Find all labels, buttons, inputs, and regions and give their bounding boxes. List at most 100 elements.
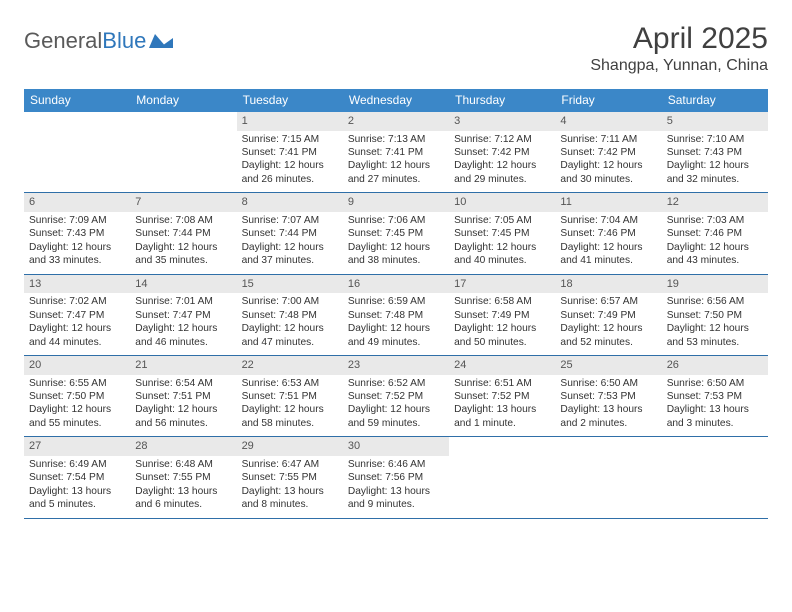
day-cell: 7Sunrise: 7:08 AMSunset: 7:44 PMDaylight… (130, 193, 236, 273)
day-number: 18 (555, 275, 661, 294)
day-cell: 30Sunrise: 6:46 AMSunset: 7:56 PMDayligh… (343, 437, 449, 517)
sunset-text: Sunset: 7:55 PM (242, 471, 338, 484)
day-number: 4 (555, 112, 661, 131)
day-body (130, 131, 236, 185)
day-number: 30 (343, 437, 449, 456)
sunrise-text: Sunrise: 6:53 AM (242, 377, 338, 390)
sunset-text: Sunset: 7:47 PM (29, 309, 125, 322)
daylight-text: Daylight: 12 hours (242, 241, 338, 254)
sunrise-text: Sunrise: 6:52 AM (348, 377, 444, 390)
daylight-text: and 38 minutes. (348, 254, 444, 267)
sunrise-text: Sunrise: 7:12 AM (454, 133, 550, 146)
day-cell: 9Sunrise: 7:06 AMSunset: 7:45 PMDaylight… (343, 193, 449, 273)
daylight-text: Daylight: 12 hours (348, 403, 444, 416)
sunrise-text: Sunrise: 6:48 AM (135, 458, 231, 471)
day-body: Sunrise: 7:05 AMSunset: 7:45 PMDaylight:… (449, 212, 555, 274)
day-cell: 1Sunrise: 7:15 AMSunset: 7:41 PMDaylight… (237, 112, 343, 192)
location: Shangpa, Yunnan, China (590, 57, 768, 75)
day-number: 10 (449, 193, 555, 212)
day-number: 15 (237, 275, 343, 294)
day-cell: 2Sunrise: 7:13 AMSunset: 7:41 PMDaylight… (343, 112, 449, 192)
day-number: 11 (555, 193, 661, 212)
day-body: Sunrise: 7:07 AMSunset: 7:44 PMDaylight:… (237, 212, 343, 274)
day-cell: 16Sunrise: 6:59 AMSunset: 7:48 PMDayligh… (343, 275, 449, 355)
daylight-text: and 55 minutes. (29, 417, 125, 430)
sunrise-text: Sunrise: 7:13 AM (348, 133, 444, 146)
day-cell: 4Sunrise: 7:11 AMSunset: 7:42 PMDaylight… (555, 112, 661, 192)
sunset-text: Sunset: 7:50 PM (29, 390, 125, 403)
day-number: 29 (237, 437, 343, 456)
day-body: Sunrise: 6:54 AMSunset: 7:51 PMDaylight:… (130, 375, 236, 437)
sunset-text: Sunset: 7:54 PM (29, 471, 125, 484)
daylight-text: Daylight: 12 hours (29, 241, 125, 254)
day-cell: . (449, 437, 555, 517)
sunrise-text: Sunrise: 7:09 AM (29, 214, 125, 227)
sunset-text: Sunset: 7:52 PM (348, 390, 444, 403)
day-body: Sunrise: 7:03 AMSunset: 7:46 PMDaylight:… (662, 212, 768, 274)
day-cell: 24Sunrise: 6:51 AMSunset: 7:52 PMDayligh… (449, 356, 555, 436)
week-row: ..1Sunrise: 7:15 AMSunset: 7:41 PMDaylig… (24, 112, 768, 193)
daylight-text: and 30 minutes. (560, 173, 656, 186)
day-cell: 17Sunrise: 6:58 AMSunset: 7:49 PMDayligh… (449, 275, 555, 355)
daylight-text: Daylight: 12 hours (667, 159, 763, 172)
daylight-text: and 9 minutes. (348, 498, 444, 511)
day-body: Sunrise: 6:51 AMSunset: 7:52 PMDaylight:… (449, 375, 555, 437)
day-number: 17 (449, 275, 555, 294)
day-body: Sunrise: 7:02 AMSunset: 7:47 PMDaylight:… (24, 293, 130, 355)
daylight-text: Daylight: 12 hours (242, 322, 338, 335)
daylight-text: and 52 minutes. (560, 336, 656, 349)
logo-text-a: General (24, 28, 102, 54)
sunrise-text: Sunrise: 7:15 AM (242, 133, 338, 146)
sunset-text: Sunset: 7:48 PM (242, 309, 338, 322)
daylight-text: and 35 minutes. (135, 254, 231, 267)
daylight-text: Daylight: 12 hours (29, 403, 125, 416)
day-number: 24 (449, 356, 555, 375)
day-number: 14 (130, 275, 236, 294)
day-body: Sunrise: 7:13 AMSunset: 7:41 PMDaylight:… (343, 131, 449, 193)
day-body: Sunrise: 7:00 AMSunset: 7:48 PMDaylight:… (237, 293, 343, 355)
sunset-text: Sunset: 7:42 PM (454, 146, 550, 159)
sunset-text: Sunset: 7:48 PM (348, 309, 444, 322)
sunset-text: Sunset: 7:43 PM (667, 146, 763, 159)
daylight-text: and 32 minutes. (667, 173, 763, 186)
day-cell: . (24, 112, 130, 192)
day-cell: 15Sunrise: 7:00 AMSunset: 7:48 PMDayligh… (237, 275, 343, 355)
day-number: 22 (237, 356, 343, 375)
day-cell: 22Sunrise: 6:53 AMSunset: 7:51 PMDayligh… (237, 356, 343, 436)
sunrise-text: Sunrise: 6:50 AM (560, 377, 656, 390)
day-cell: 21Sunrise: 6:54 AMSunset: 7:51 PMDayligh… (130, 356, 236, 436)
day-cell: 10Sunrise: 7:05 AMSunset: 7:45 PMDayligh… (449, 193, 555, 273)
daylight-text: Daylight: 13 hours (29, 485, 125, 498)
daylight-text: Daylight: 13 hours (560, 403, 656, 416)
daylight-text: Daylight: 13 hours (454, 403, 550, 416)
day-header: Tuesday (237, 89, 343, 112)
daylight-text: Daylight: 12 hours (135, 322, 231, 335)
day-cell: 3Sunrise: 7:12 AMSunset: 7:42 PMDaylight… (449, 112, 555, 192)
week-row: 20Sunrise: 6:55 AMSunset: 7:50 PMDayligh… (24, 356, 768, 437)
sunset-text: Sunset: 7:44 PM (135, 227, 231, 240)
week-row: 13Sunrise: 7:02 AMSunset: 7:47 PMDayligh… (24, 275, 768, 356)
daylight-text: Daylight: 12 hours (242, 403, 338, 416)
daylight-text: Daylight: 13 hours (348, 485, 444, 498)
day-cell: 5Sunrise: 7:10 AMSunset: 7:43 PMDaylight… (662, 112, 768, 192)
day-number: 19 (662, 275, 768, 294)
daylight-text: and 8 minutes. (242, 498, 338, 511)
daylight-text: and 29 minutes. (454, 173, 550, 186)
day-body: Sunrise: 7:04 AMSunset: 7:46 PMDaylight:… (555, 212, 661, 274)
day-cell: . (662, 437, 768, 517)
day-number: 6 (24, 193, 130, 212)
day-number: 5 (662, 112, 768, 131)
day-header: Sunday (24, 89, 130, 112)
daylight-text: Daylight: 12 hours (348, 159, 444, 172)
day-number: 23 (343, 356, 449, 375)
day-header: Saturday (662, 89, 768, 112)
day-body: Sunrise: 7:06 AMSunset: 7:45 PMDaylight:… (343, 212, 449, 274)
day-number: 21 (130, 356, 236, 375)
day-number: 3 (449, 112, 555, 131)
daylight-text: Daylight: 12 hours (242, 159, 338, 172)
header: GeneralBlue April 2025 Shangpa, Yunnan, … (24, 22, 768, 75)
daylight-text: Daylight: 12 hours (667, 241, 763, 254)
sunrise-text: Sunrise: 6:49 AM (29, 458, 125, 471)
day-cell: 18Sunrise: 6:57 AMSunset: 7:49 PMDayligh… (555, 275, 661, 355)
daylight-text: Daylight: 12 hours (454, 322, 550, 335)
